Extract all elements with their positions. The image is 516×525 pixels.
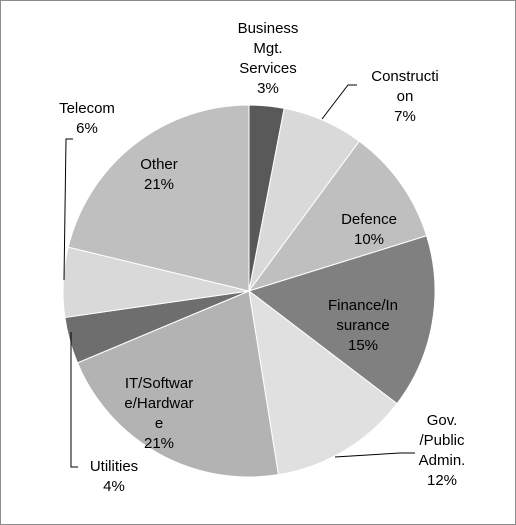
slice-label: Constructi on 7% [371, 68, 439, 125]
slice-name: Telecom [59, 100, 115, 117]
pie-slice-other [67, 104, 250, 292]
slice-value: 3% [257, 80, 279, 97]
slice-name: e/Hardwar [124, 395, 193, 412]
slice-name: /Public [419, 432, 465, 449]
slice-name: Constructi [371, 68, 439, 85]
slice-name: Defence [341, 211, 397, 228]
slice-name: Admin. [419, 452, 466, 469]
pie-slice-gov-public-admin [248, 289, 398, 476]
pie-slice-it-software-hardware [76, 290, 279, 478]
slice-label: IT/Softwar e/Hardwar e 21% [124, 375, 193, 452]
slice-name: Utilities [90, 458, 138, 475]
slice-name: surance [336, 317, 389, 334]
slice-value: 21% [144, 176, 174, 193]
pie-slice-finance-insurance [247, 235, 436, 405]
slice-name: Finance/In [328, 297, 398, 314]
slice-label: Utilities 4% [90, 458, 138, 495]
slice-name: Other [140, 156, 178, 173]
slice-label: Gov. /Public Admin. 12% [419, 412, 466, 489]
slice-name: IT/Softwar [125, 375, 193, 392]
slice-name: Business [238, 20, 299, 37]
slice-value: 12% [427, 472, 457, 489]
slice-value: 6% [76, 120, 98, 137]
slice-value: 15% [348, 337, 378, 354]
slice-name: on [397, 88, 414, 105]
slice-value: 10% [354, 231, 384, 248]
slice-label: Other 21% [140, 156, 178, 193]
slice-value: 4% [103, 478, 125, 495]
slice-name: Gov. [427, 412, 458, 429]
slice-label: Business Mgt. Services 3% [238, 20, 299, 97]
leader-line [334, 452, 415, 458]
pie-slice-defence [247, 140, 428, 292]
leader-line [70, 332, 78, 468]
slice-label: Finance/In surance 15% [328, 297, 398, 354]
slice-value: 7% [394, 108, 416, 125]
slice-value: 21% [144, 435, 174, 452]
slice-name: Services [239, 60, 297, 77]
leader-line [321, 84, 357, 120]
slice-name: Mgt. [253, 40, 282, 57]
slice-label: Defence 10% [341, 211, 397, 248]
slice-label: Telecom 6% [59, 100, 115, 137]
leader-line [63, 138, 73, 281]
slice-name: e [155, 415, 163, 432]
